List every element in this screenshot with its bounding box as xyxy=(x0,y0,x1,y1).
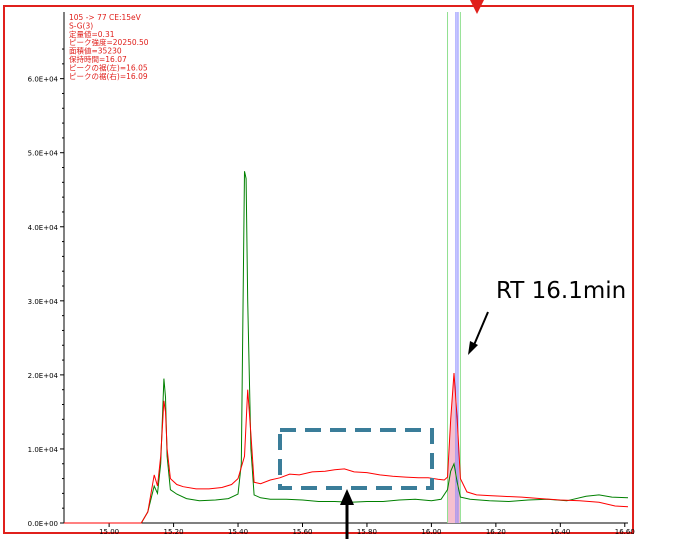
info-line: ピーク強度=20250.50 xyxy=(69,37,149,47)
rt-arrow-head xyxy=(468,341,478,355)
y-tick-label: 4.0E+04 xyxy=(28,224,59,232)
top-marker-triangle xyxy=(470,0,484,14)
x-tick-label: 15.00 xyxy=(99,528,119,536)
rt-label: RT 16.1min xyxy=(496,278,626,304)
x-tick-label: 16.60 xyxy=(615,528,635,536)
info-line: ピークの裾(右)=16.09 xyxy=(69,71,148,81)
integration-markers xyxy=(447,12,461,523)
peak-fill-group xyxy=(447,373,461,523)
y-tick-label: 5.0E+04 xyxy=(28,150,59,158)
series-line-0 xyxy=(64,372,629,524)
info-line: S-G(3) xyxy=(69,21,93,30)
x-tick-label: 15.20 xyxy=(164,528,184,536)
x-tick-label: 15.40 xyxy=(228,528,248,536)
info-line: ピークの裾(左)=16.05 xyxy=(69,62,148,72)
bottom-arrow-head xyxy=(340,489,354,505)
highlight-dashed-box xyxy=(278,428,434,490)
series-line-1 xyxy=(64,171,629,524)
x-tick-label: 16.20 xyxy=(486,528,506,536)
info-line: 面積値=35230 xyxy=(69,46,122,56)
info-line: 定量値=0.31 xyxy=(69,29,115,39)
y-tick-label: 2.0E+04 xyxy=(28,372,59,380)
peak-area-fill xyxy=(447,373,461,523)
series-lines xyxy=(64,171,629,524)
info-line: 105 -> 77 CE:15eV xyxy=(69,13,142,22)
y-tick-label: 6.0E+04 xyxy=(28,76,59,84)
axes xyxy=(63,12,628,524)
rt-arrow-shaft xyxy=(473,311,489,346)
y-tick-label: 0.0E+00 xyxy=(28,520,58,528)
tick-labels: 0.0E+00 1.0E+04 2.0E+04 3.0E+04 4.0E+04 5.0E+… xyxy=(28,48,635,536)
info-line: 保持時間=16.07 xyxy=(69,54,127,64)
y-tick-label: 3.0E+04 xyxy=(28,298,59,306)
x-tick-label: 15.80 xyxy=(357,528,377,536)
x-tick-label: 16.00 xyxy=(421,528,441,536)
x-tick-label: 15.60 xyxy=(292,528,312,536)
x-tick-label: 16.40 xyxy=(550,528,570,536)
info-text-block: 105 -> 77 CE:15eVS-G(3)定量値=0.31ピーク強度=202… xyxy=(69,13,149,81)
y-tick-label: 1.0E+04 xyxy=(28,446,59,454)
chart-frame xyxy=(3,5,634,534)
